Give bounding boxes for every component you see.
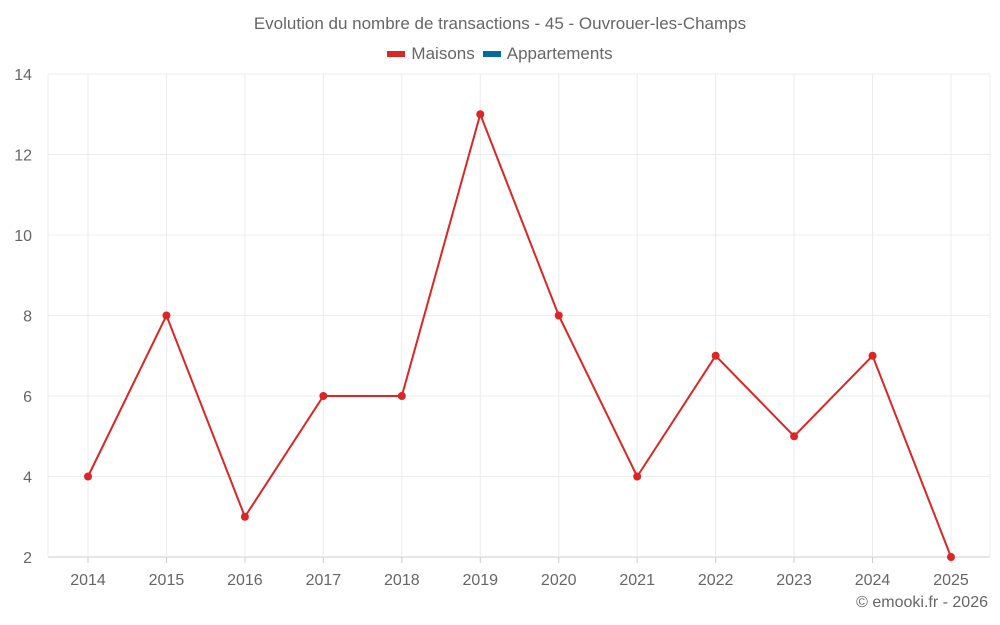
chart-title: Evolution du nombre de transactions - 45… <box>253 14 747 33</box>
x-tick-label: 2021 <box>619 572 655 589</box>
x-tick-label: 2017 <box>306 572 342 589</box>
data-point-maisons <box>162 311 171 320</box>
legend-item-maisons[interactable]: Maisons <box>387 44 475 64</box>
legend-label-maisons: Maisons <box>411 44 475 63</box>
series-line-maisons <box>87 111 952 558</box>
data-point-maisons <box>240 512 249 521</box>
x-tick-label: 2020 <box>541 572 577 589</box>
x-tick-label: 2024 <box>855 572 891 589</box>
y-tick-label: 12 <box>14 148 32 165</box>
data-point-maisons <box>947 553 955 561</box>
data-point-maisons <box>554 311 563 320</box>
y-tick-label: 10 <box>14 228 32 245</box>
data-point-maisons <box>711 351 720 360</box>
data-point-maisons <box>84 472 92 481</box>
data-point-maisons <box>476 110 485 119</box>
y-tick-label: 6 <box>23 389 32 406</box>
credit-text: © emooki.fr - 2026 <box>856 594 988 611</box>
x-tick-label: 2025 <box>933 572 969 589</box>
legend-item-appartements[interactable]: Appartements <box>482 44 613 64</box>
legend-swatch-maisons <box>387 51 406 57</box>
x-tick-label: 2016 <box>227 572 263 589</box>
y-tick-label: 14 <box>14 67 32 84</box>
legend-label-appartements: Appartements <box>506 44 613 63</box>
legend: Maisons Appartements <box>0 44 1000 64</box>
x-tick-label: 2019 <box>462 572 498 589</box>
y-tick-label: 4 <box>23 470 32 487</box>
y-tick-label: 2 <box>23 550 32 567</box>
legend-swatch-appartements <box>482 51 501 57</box>
y-tick-label: 8 <box>23 309 32 326</box>
x-tick-label: 2018 <box>384 572 420 589</box>
data-point-maisons <box>633 472 642 481</box>
x-tick-label: 2022 <box>698 572 734 589</box>
x-tick-label: 2014 <box>70 572 106 589</box>
data-point-maisons <box>319 392 328 400</box>
data-point-maisons <box>790 432 799 441</box>
x-tick-label: 2023 <box>776 572 812 589</box>
data-point-maisons <box>397 392 406 400</box>
data-point-maisons <box>868 351 877 360</box>
x-tick-label: 2015 <box>149 572 185 589</box>
